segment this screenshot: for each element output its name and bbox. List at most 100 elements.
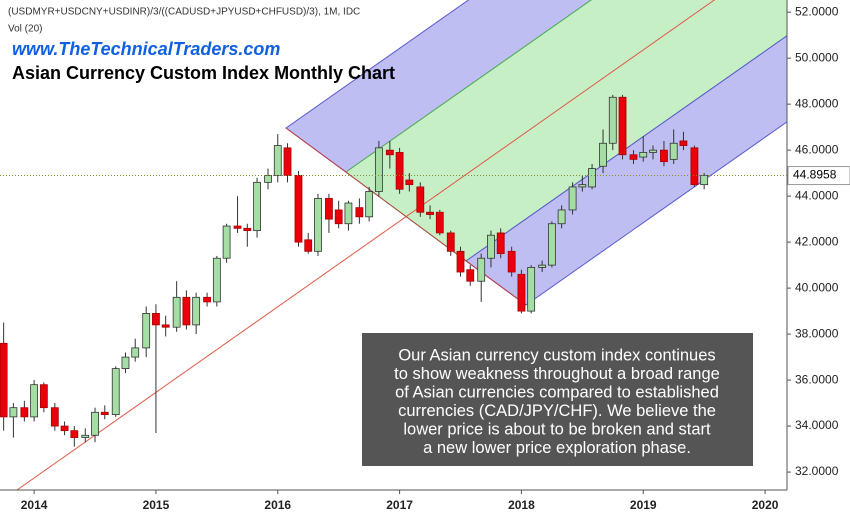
candle-body [142,313,151,349]
candle-body [446,232,455,252]
candle-body [477,257,486,282]
candle-body [618,96,627,156]
candle-body [233,225,242,229]
last-price-label: 44.8958 [793,168,837,182]
candle-body [20,407,29,418]
candle-body [50,407,59,427]
candle-body [131,347,140,358]
candle-body [527,267,536,312]
y-tick-label: 36.0000 [795,372,839,386]
candle-body [507,250,516,273]
annotation-line: a new lower price exploration phase. [423,439,691,457]
candle-body [395,152,404,190]
candle-body [578,184,587,188]
y-tick-label: 52.0000 [795,4,839,18]
candle-body [172,296,181,328]
candle-body [660,149,668,163]
candle-body [517,273,526,312]
annotation-line: Our Asian currency custom index continue… [398,346,715,364]
candle-body [161,324,170,328]
candle-body [547,223,556,266]
candle-body [639,152,648,158]
candle-body [81,434,90,438]
candle-body [426,211,434,215]
candle-body [629,154,638,160]
annotation-box [362,333,753,466]
candle-body [222,225,231,259]
y-tick-label: 42.0000 [795,234,839,248]
annotation-line: of Asian currencies compared to establis… [395,383,719,401]
candle-body [294,175,303,243]
candle-body [283,147,292,176]
last-price-box [787,166,850,186]
candle-body [192,296,201,326]
candle-body [690,147,699,186]
candle-body [608,96,617,144]
candle-body [334,209,343,225]
y-tick-label: 34.0000 [795,418,839,432]
y-tick-label: 50.0000 [795,50,839,64]
y-tick-label: 48.0000 [795,96,839,110]
candle-body [416,186,425,213]
candle-body [182,296,191,326]
candle-body [111,368,120,415]
candle-body [435,211,444,234]
candle-body [304,239,313,252]
candle-body [91,411,99,436]
annotation-line: currencies (CAD/JPY/CHF). We believe the [398,402,716,420]
chart-title: Asian Currency Custom Index Monthly Char… [12,63,395,83]
y-tick-label: 46.0000 [795,142,839,156]
candle-body [70,430,79,438]
candle-body [456,250,465,273]
candle-body [599,142,607,167]
candle-body [538,264,547,268]
candle-body [374,147,383,192]
candle-body [344,202,353,225]
x-tick-label: 2015 [143,498,170,512]
header: (USDMYR+USDCNY+USDINR)/3/((CADUSD+JPYUSD… [8,7,360,18]
candle-body [121,356,130,369]
candle-body [568,186,577,211]
candle-body [212,257,221,303]
candle-body [405,179,414,186]
candle-body [243,227,252,232]
candle-body [355,207,364,218]
x-tick-label: 2020 [752,498,779,512]
x-tick-label: 2014 [21,498,48,512]
candle-body [487,234,495,259]
x-tick-label: 2018 [508,498,535,512]
pitchfork [16,0,787,490]
handle-line [285,127,527,306]
annotation: Our Asian currency custom index continue… [394,346,720,457]
candle-body [314,198,322,252]
median-line [16,0,716,490]
candle-body [385,149,394,156]
candle-body [0,342,8,418]
candle-body [273,145,282,176]
x-tick-label: 2019 [630,498,657,512]
candle-body [30,384,39,418]
candle-body [649,149,657,153]
candle-body [9,407,18,418]
volume-label: Vol (20) [8,24,42,35]
y-tick-label: 32.0000 [795,464,839,478]
candle-body [60,425,69,432]
candle-body [325,198,333,220]
candle-body [679,140,688,146]
candle-body [700,175,709,186]
candle-body [253,181,261,232]
candle-body [39,384,48,409]
candle-body [203,296,212,303]
annotation-line: lower price is about to be broken and st… [403,420,711,438]
candle-body [557,209,566,225]
annotation-line: to show weakness throughout a broad rang… [394,365,720,383]
candle-body [588,168,596,188]
candle-body [496,232,505,255]
y-tick-label: 38.0000 [795,326,839,340]
candle-body [466,269,475,282]
x-tick-label: 2017 [386,498,413,512]
candle-body [152,313,160,326]
y-tick-label: 40.0000 [795,280,839,294]
candle-body [100,411,109,415]
